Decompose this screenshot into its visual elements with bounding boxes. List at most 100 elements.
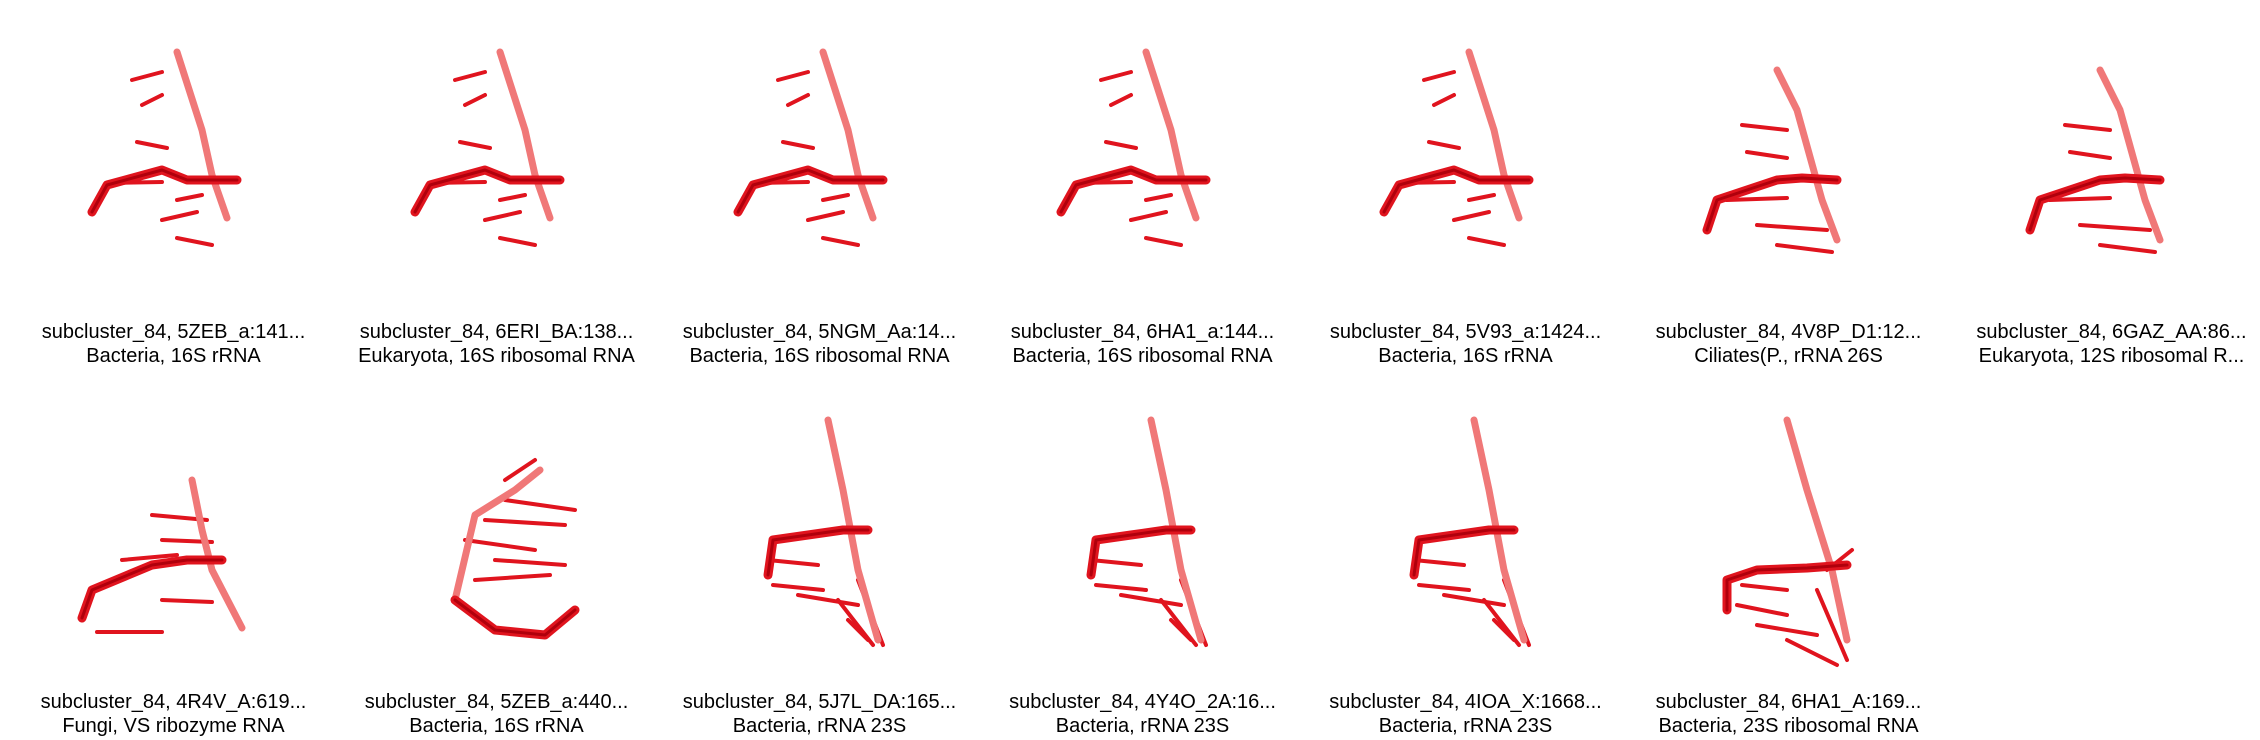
structure-desc-label: Eukaryota, 16S ribosomal RNA <box>358 345 635 367</box>
structure-caption: subcluster_84, 5NGM_Aa:14... Bacteria, 16… <box>658 320 981 368</box>
base-stick <box>160 210 199 222</box>
backbone-shade <box>413 168 562 214</box>
base-stick <box>498 193 527 202</box>
base-stick <box>2078 223 2152 232</box>
rna-structure-image <box>1056 48 1211 247</box>
structure-card: subcluster_84, 5ZEB_a:141... Bacteria, 16… <box>12 0 335 370</box>
backbone-shade <box>736 168 885 214</box>
base-stick <box>463 538 537 552</box>
backbone-shade <box>766 528 870 577</box>
base-stick <box>2048 196 2112 202</box>
base-stick <box>1422 70 1456 82</box>
base-stick <box>130 70 164 82</box>
base-stick <box>1104 140 1138 150</box>
base-stick <box>821 236 860 247</box>
structure-caption: subcluster_84, 4Y4O_2A:16... Bacteria, rR… <box>981 690 1304 738</box>
backbone-shade <box>90 168 239 214</box>
rna-structure-image <box>733 48 888 247</box>
base-stick <box>1169 618 1193 642</box>
base-stick <box>786 93 810 107</box>
rna-structure-image <box>450 458 580 640</box>
rna-structure-image <box>410 48 565 247</box>
base-stick <box>1740 583 1789 592</box>
base-stick <box>458 140 492 150</box>
structure-card: subcluster_84, 4V8P_D1:12... Ciliates(P.,… <box>1627 0 1950 370</box>
structure-desc-label: Bacteria, rRNA 23S <box>1055 715 1230 737</box>
base-stick <box>1735 603 1789 617</box>
base-stick <box>776 70 810 82</box>
base-stick <box>493 558 567 567</box>
base-stick <box>796 593 860 607</box>
base-stick <box>1755 623 1819 637</box>
structure-desc-label: Bacteria, rRNA 23S <box>732 715 907 737</box>
base-stick <box>503 498 577 512</box>
structure-caption: subcluster_84, 5V93_a:1424... Bacteria, 1… <box>1304 320 1627 368</box>
structure-caption: subcluster_84, 5ZEB_a:141... Bacteria, 16… <box>12 320 335 368</box>
structure-card: subcluster_84, 6HA1_a:144... Bacteria, 16… <box>981 0 1304 370</box>
structure-id-label: subcluster_84, 6ERI_BA:138... <box>359 321 634 343</box>
structure-card: subcluster_84, 6ERI_BA:138... Eukaryota, … <box>335 0 658 370</box>
backbone-shade <box>1705 176 1839 232</box>
base-stick <box>1755 223 1829 232</box>
base-stick <box>1740 123 1789 132</box>
structure-caption: subcluster_84, 4IOA_X:1668... Bacteria, r… <box>1304 690 1627 738</box>
structure-id-label: subcluster_84, 4Y4O_2A:16... <box>1009 691 1276 713</box>
structure-id-label: subcluster_84, 4V8P_D1:12... <box>1655 321 1922 343</box>
rna-structure-image <box>1722 416 1854 667</box>
backbone-strand <box>1773 66 1841 244</box>
base-stick <box>483 518 567 527</box>
base-stick <box>140 93 164 107</box>
structure-card: subcluster_84, 4IOA_X:1668... Bacteria, r… <box>1304 370 1627 740</box>
structure-caption: subcluster_84, 4R4V_A:619... Fungi, VS ri… <box>12 690 335 738</box>
rna-structure-image <box>77 476 246 634</box>
structure-desc-label: Bacteria, rRNA 23S <box>1378 715 1553 737</box>
base-stick <box>781 140 815 150</box>
backbone-shade <box>1725 563 1849 612</box>
base-stick <box>766 558 820 567</box>
structure-id-label: subcluster_84, 5ZEB_a:141... <box>41 321 306 343</box>
base-stick <box>1432 93 1456 107</box>
backbone-shade <box>80 558 224 620</box>
base-stick <box>135 140 169 150</box>
structure-card: subcluster_84, 4R4V_A:619... Fungi, VS ri… <box>12 370 335 740</box>
backbone-arc <box>450 595 580 640</box>
structure-desc-label: Bacteria, 16S ribosomal RNA <box>1012 345 1273 367</box>
rna-structure-image <box>1379 48 1534 247</box>
structure-id-label: subcluster_84, 6HA1_A:169... <box>1655 691 1922 713</box>
structure-card: subcluster_84, 6GAZ_AA:86... Eukaryota, 1… <box>1950 0 2260 370</box>
structure-desc-label: Bacteria, 23S ribosomal RNA <box>1658 715 1919 737</box>
base-stick <box>463 93 487 107</box>
base-stick <box>846 618 870 642</box>
structure-caption: subcluster_84, 6ERI_BA:138... Eukaryota, … <box>335 320 658 368</box>
structure-id-label: subcluster_84, 5J7L_DA:165... <box>682 691 957 713</box>
structure-caption: subcluster_84, 6GAZ_AA:86... Eukaryota, 1… <box>1950 320 2260 368</box>
base-stick <box>473 573 552 582</box>
base-stick <box>175 193 204 202</box>
rna-structure-image <box>2025 66 2165 254</box>
base-stick <box>1492 618 1516 642</box>
structure-id-label: subcluster_84, 4R4V_A:619... <box>40 691 307 713</box>
backbone-strand <box>819 48 877 222</box>
structure-desc-label: Ciliates(P., rRNA 26S <box>1694 345 1883 367</box>
base-stick <box>1725 196 1789 202</box>
backbone-shade <box>1412 528 1516 577</box>
backbone-strand <box>2096 66 2164 244</box>
backbone-shade <box>1382 168 1531 214</box>
structure-caption: subcluster_84, 4V8P_D1:12... Ciliates(P.,… <box>1627 320 1950 368</box>
rna-structure-image <box>87 48 242 247</box>
backbone-strand <box>188 476 246 632</box>
base-stick <box>120 553 179 562</box>
backbone-shade <box>1089 528 1193 577</box>
base-stick <box>1815 588 1849 662</box>
base-stick <box>1089 558 1143 567</box>
structure-desc-label: Bacteria, 16S rRNA <box>1378 345 1553 367</box>
base-stick <box>1442 593 1506 607</box>
base-stick <box>821 193 850 202</box>
base-stick <box>1785 638 1839 667</box>
base-stick <box>483 210 522 222</box>
base-stick <box>1412 558 1466 567</box>
base-stick <box>503 458 537 482</box>
structure-id-label: subcluster_84, 6GAZ_AA:86... <box>1976 321 2247 343</box>
base-stick <box>806 210 845 222</box>
base-stick <box>1467 236 1506 247</box>
